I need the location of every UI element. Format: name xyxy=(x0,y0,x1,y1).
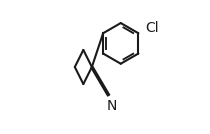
Text: N: N xyxy=(107,99,117,113)
Text: Cl: Cl xyxy=(146,21,159,35)
